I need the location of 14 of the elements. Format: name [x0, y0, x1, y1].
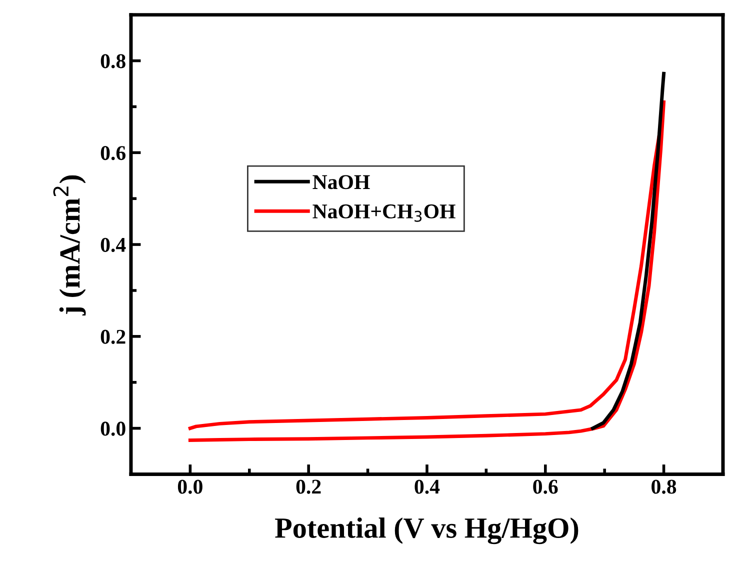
legend-label: NaOH+CH$_{3}$OH — [312, 204, 456, 222]
x-tick-label: 0.2 — [296, 480, 321, 494]
x-tick-label: 0.6 — [533, 480, 558, 494]
y-tick-label: 0.0 — [100, 422, 126, 436]
y-tick-label: 0.6 — [100, 146, 126, 160]
x-tick-label: 0.4 — [414, 480, 440, 494]
x-tick-label: 0.0 — [178, 480, 202, 494]
y-tick-label: 0.8 — [100, 54, 126, 68]
x-tick-label: 0.8 — [652, 480, 676, 494]
x-axis-title: Potential (V vs Hg/HgO) — [275, 517, 578, 544]
y-axis-title: j (mA/cm$^{2}$) — [53, 175, 86, 316]
y-tick-label: 0.4 — [100, 238, 126, 252]
legend-label: NaOH — [312, 175, 370, 190]
y-tick-label: 0.2 — [100, 330, 126, 344]
